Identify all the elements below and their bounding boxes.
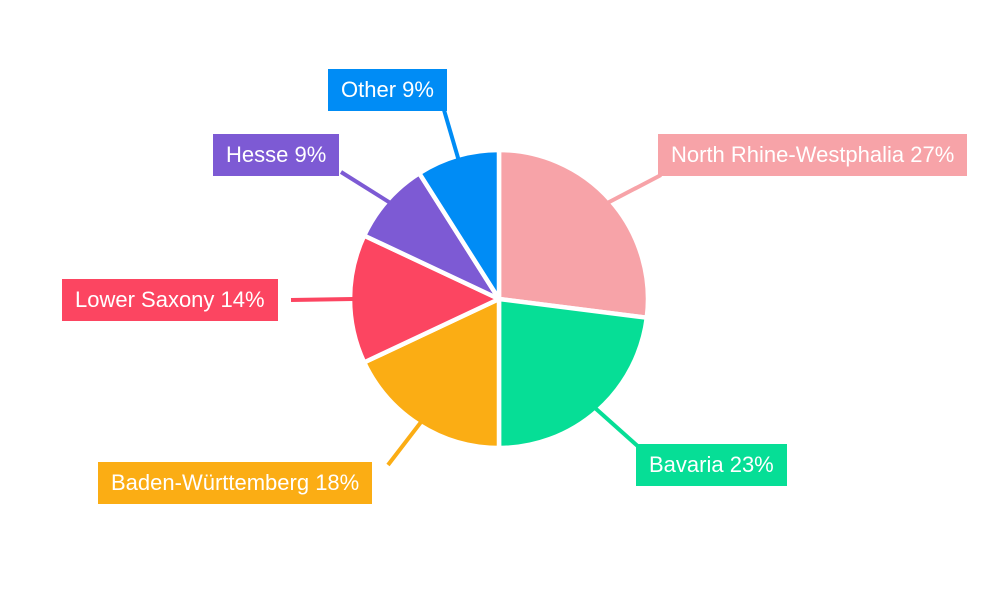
callout-label-other: Other 9% xyxy=(328,69,447,111)
leader-line-bavaria xyxy=(594,407,643,451)
leader-line-other xyxy=(442,109,461,160)
leader-line-lower-saxony xyxy=(290,297,354,302)
leader-line-north-rhine-westphalia xyxy=(607,173,662,205)
callout-label-north-rhine-westphalia: North Rhine-Westphalia 27% xyxy=(658,134,968,176)
callout-label-hesse: Hesse 9% xyxy=(213,134,340,176)
leader-line-hesse xyxy=(339,170,391,205)
leader-line-baden-wuerttemberg xyxy=(386,421,423,467)
callout-label-lower-saxony: Lower Saxony 14% xyxy=(62,279,278,321)
callout-label-baden-wuerttemberg: Baden-Württemberg 18% xyxy=(98,462,373,504)
pie-slice-north-rhine-westphalia xyxy=(496,147,651,320)
pie-slice-bavaria xyxy=(496,296,650,451)
callout-label-bavaria: Bavaria 23% xyxy=(636,444,787,486)
